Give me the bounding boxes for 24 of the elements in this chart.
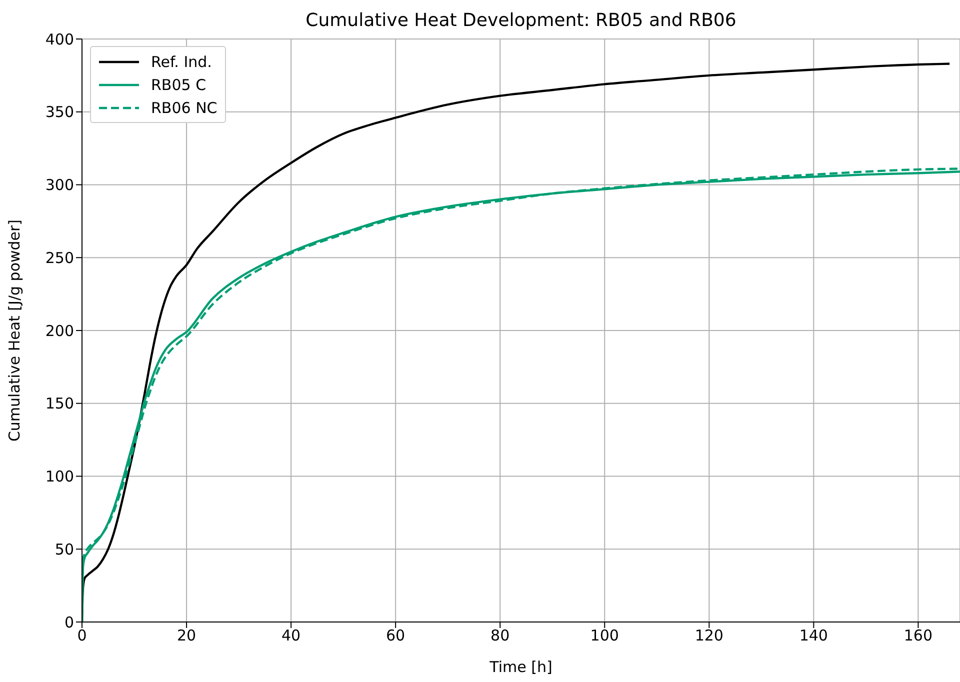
x-tick-label: 140 bbox=[799, 626, 828, 645]
y-tick-label: 400 bbox=[45, 30, 74, 48]
y-axis-title: Cumulative Heat [J/g powder] bbox=[5, 219, 24, 442]
y-tick-label: 50 bbox=[54, 540, 74, 558]
x-tick-label: 160 bbox=[904, 626, 933, 645]
legend-label: Ref. Ind. bbox=[151, 52, 212, 70]
y-tick-label: 250 bbox=[45, 248, 74, 267]
x-tick-label: 100 bbox=[590, 626, 619, 645]
y-tick-label: 150 bbox=[45, 394, 74, 413]
y-tick-label: 100 bbox=[45, 468, 74, 486]
y-tick-label: 0 bbox=[64, 613, 74, 632]
x-tick-label: 20 bbox=[176, 626, 196, 645]
chart-title: Cumulative Heat Development: RB05 and RB06 bbox=[304, 10, 738, 31]
y-tick-label: 300 bbox=[45, 176, 74, 194]
y-tick-label: 200 bbox=[45, 322, 74, 340]
x-tick-label: 60 bbox=[386, 626, 406, 645]
x-tick-label: 120 bbox=[694, 626, 724, 645]
x-axis-title: Time [h] bbox=[488, 658, 552, 676]
legend-label: RB06 NC bbox=[151, 98, 218, 116]
y-tick-label: 350 bbox=[45, 103, 74, 122]
x-tick-label: 80 bbox=[490, 626, 510, 645]
x-tick-label: 40 bbox=[282, 626, 301, 645]
x-tick-label: 0 bbox=[77, 626, 87, 645]
legend-label: RB05 C bbox=[151, 76, 206, 94]
